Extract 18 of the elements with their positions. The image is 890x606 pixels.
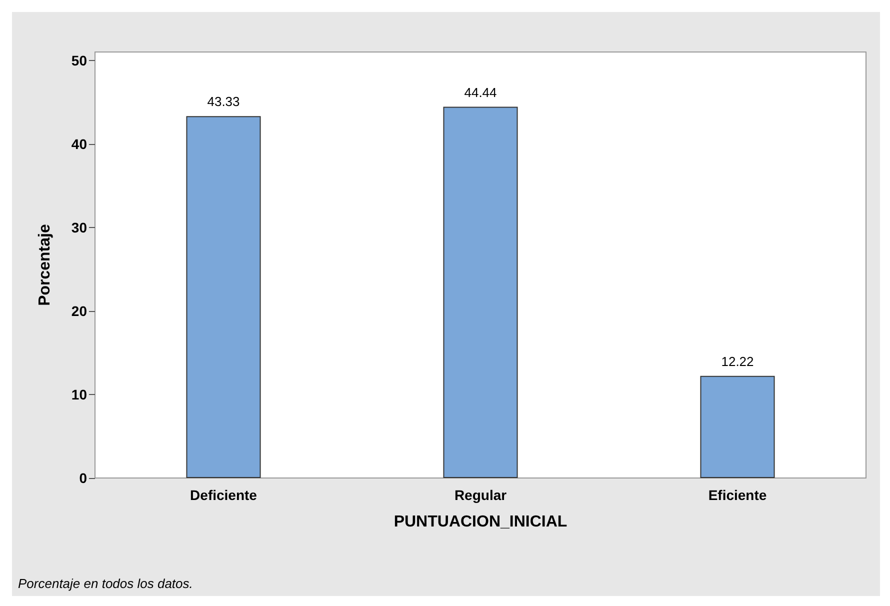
bar	[700, 376, 775, 478]
x-tick-label: Eficiente	[708, 487, 767, 503]
x-axis-title: PUNTUACION_INICIAL	[394, 514, 568, 530]
y-tick-label: 30	[71, 219, 88, 236]
x-tick-label: Regular	[454, 487, 508, 503]
data-label: 43.33	[207, 94, 240, 110]
x-tick-label: Deficiente	[190, 487, 258, 503]
text: Porcentaje en todos los datos.	[18, 576, 193, 591]
y-tick-label: 50	[71, 52, 88, 68]
data-label: 12.22	[721, 354, 754, 369]
bar	[443, 106, 518, 478]
y-tick-label: 10	[71, 386, 88, 402]
bar	[186, 116, 261, 478]
y-tick-label: 20	[71, 302, 88, 319]
data-label: 44.44	[464, 84, 497, 100]
y-tick-label: 0	[79, 470, 88, 486]
y-tick-label: 40	[71, 136, 88, 152]
y-axis-title: Porcentaje	[36, 224, 54, 306]
